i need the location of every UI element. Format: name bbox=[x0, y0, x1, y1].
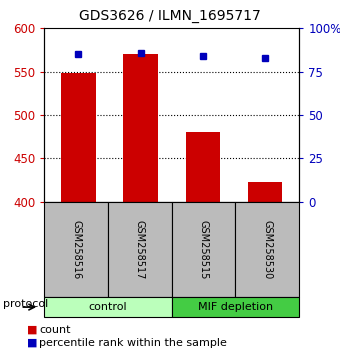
Text: GSM258515: GSM258515 bbox=[199, 220, 208, 279]
Text: GSM258530: GSM258530 bbox=[262, 220, 272, 279]
Bar bbox=[248, 182, 282, 202]
Text: GSM258516: GSM258516 bbox=[71, 220, 81, 279]
Text: ■: ■ bbox=[27, 338, 38, 348]
Bar bbox=[186, 132, 220, 202]
Text: protocol: protocol bbox=[3, 299, 49, 309]
Text: MIF depletion: MIF depletion bbox=[198, 302, 273, 312]
Bar bbox=[61, 73, 96, 202]
Text: GDS3626 / ILMN_1695717: GDS3626 / ILMN_1695717 bbox=[79, 9, 261, 23]
Text: GSM258517: GSM258517 bbox=[135, 220, 145, 279]
Text: control: control bbox=[89, 302, 127, 312]
Text: count: count bbox=[39, 325, 71, 335]
Text: percentile rank within the sample: percentile rank within the sample bbox=[39, 338, 227, 348]
Text: ■: ■ bbox=[27, 325, 38, 335]
Bar bbox=[123, 54, 158, 202]
